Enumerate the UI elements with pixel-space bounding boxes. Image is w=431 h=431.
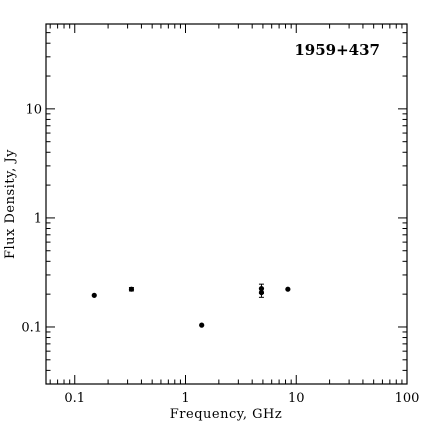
data-point [285, 286, 291, 292]
chart-title: 1959+437 [294, 41, 380, 59]
x-tick-label: 10 [288, 391, 305, 406]
data-point [91, 292, 97, 298]
axis-ticks [46, 23, 408, 385]
x-tick-label: 0.1 [64, 391, 85, 406]
y-tick-label: 10 [25, 102, 42, 117]
y-axis-label: Flux Density, Jy [3, 149, 18, 259]
y-tick-label: 0.1 [21, 320, 42, 335]
y-tick-label: 1 [34, 211, 42, 226]
data-point [199, 322, 205, 328]
plot-frame [45, 23, 408, 385]
data-points [91, 283, 291, 328]
x-tick-label: 100 [395, 391, 420, 406]
data-point [128, 286, 135, 292]
x-axis-label: Frequency, GHz [170, 407, 282, 422]
x-tick-label: 1 [181, 391, 189, 406]
tick-labels: 0.1 1 10 100 0.1 1 10 [21, 102, 419, 406]
data-point [258, 289, 265, 296]
